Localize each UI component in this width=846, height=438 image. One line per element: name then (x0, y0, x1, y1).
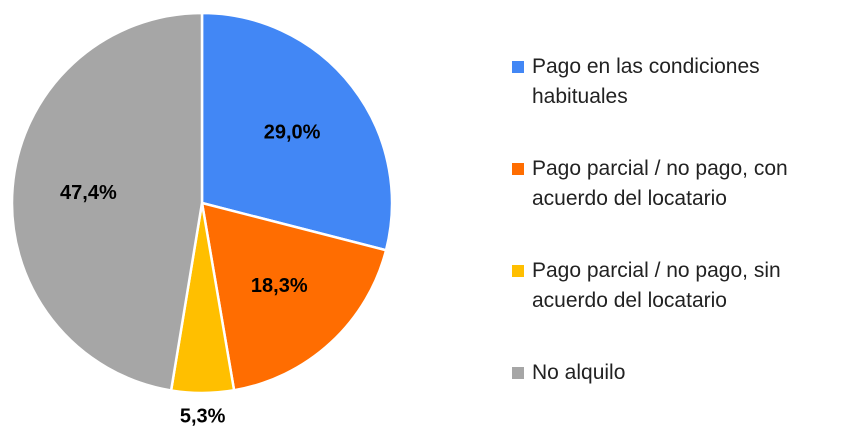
legend-item: No alquilo (512, 358, 842, 388)
legend-item: Pago parcial / no pago, con acuerdo del … (512, 154, 842, 214)
data-label: 5,3% (180, 405, 226, 427)
legend-swatch (512, 163, 524, 175)
legend-swatch (512, 61, 524, 73)
legend-label: Pago parcial / no pago, con acuerdo del … (532, 157, 788, 210)
pie-slice (200, 11, 394, 252)
legend-label: Pago parcial / no pago, sin acuerdo del … (532, 259, 781, 312)
data-label: 29,0% (264, 121, 321, 143)
pie-slice (10, 11, 204, 392)
legend-item: Pago parcial / no pago, sin acuerdo del … (512, 256, 842, 316)
legend: Pago en las condiciones habituales Pago p… (512, 52, 842, 430)
pie-slice (200, 201, 388, 392)
legend-label: Pago en las condiciones habituales (532, 55, 760, 108)
data-label: 47,4% (60, 182, 117, 204)
legend-swatch (512, 265, 524, 277)
legend-item: Pago en las condiciones habituales (512, 52, 842, 112)
legend-label: No alquilo (532, 361, 626, 384)
legend-swatch (512, 367, 524, 379)
data-label: 18,3% (251, 275, 308, 297)
